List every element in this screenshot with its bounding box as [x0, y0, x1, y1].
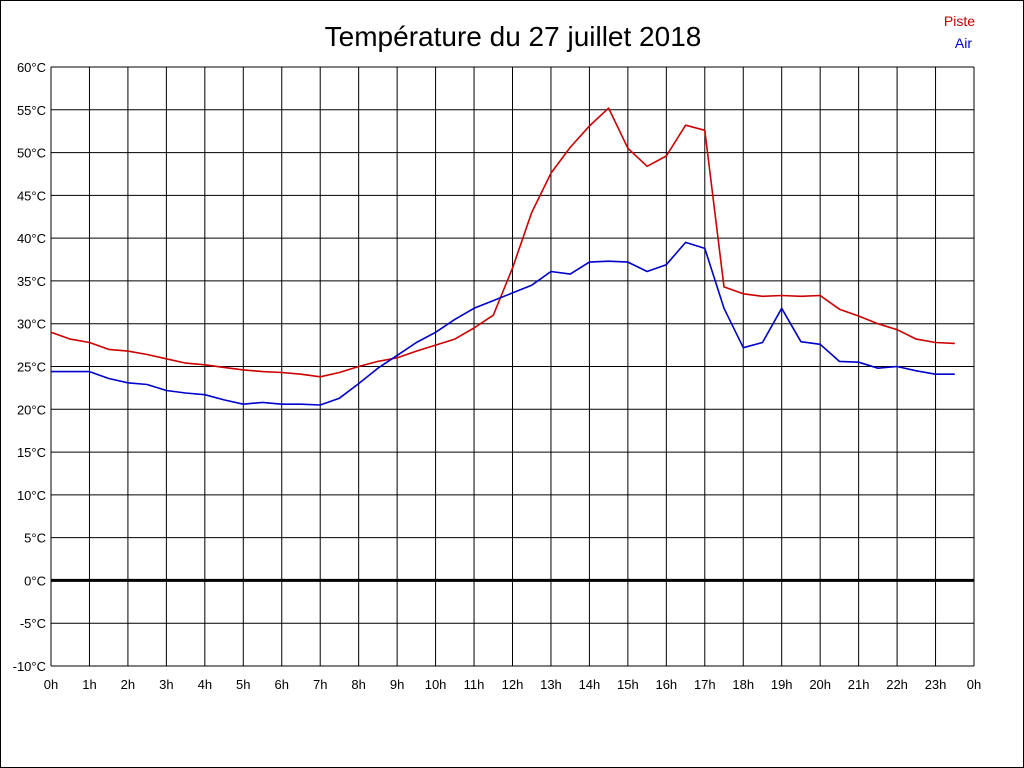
- x-tick-label: 0h: [967, 677, 981, 692]
- x-tick-label: 12h: [502, 677, 524, 692]
- x-tick-label: 16h: [655, 677, 677, 692]
- x-tick-label: 5h: [236, 677, 250, 692]
- legend-piste: Piste: [944, 13, 975, 29]
- x-tick-label: 18h: [732, 677, 754, 692]
- y-axis: 60°C 55°C 50°C 45°C 40°C 35°C 30°C 25°C 20°C 15°C…: [13, 60, 46, 674]
- y-tick-label: 30°C: [17, 317, 46, 332]
- x-tick-label: 3h: [159, 677, 173, 692]
- x-tick-label: 10h: [425, 677, 447, 692]
- y-tick-label: 25°C: [17, 360, 46, 375]
- grid: [50, 66, 975, 667]
- series-line-air: [51, 241, 955, 406]
- chart-title: Température du 27 juillet 2018: [325, 21, 702, 52]
- x-tick-label: 19h: [771, 677, 793, 692]
- y-tick-label: -10°C: [13, 659, 46, 674]
- x-tick-label: 22h: [886, 677, 908, 692]
- x-tick-label: 1h: [82, 677, 96, 692]
- series-lines: [50, 107, 955, 406]
- y-tick-label: 60°C: [17, 60, 46, 75]
- y-tick-label: -5°C: [20, 616, 46, 631]
- y-tick-label: 5°C: [24, 531, 46, 546]
- legend-air: Air: [955, 35, 972, 51]
- x-tick-label: 11h: [464, 677, 485, 692]
- x-tick-label: 0h: [44, 677, 58, 692]
- x-tick-label: 23h: [925, 677, 947, 692]
- x-tick-label: 9h: [390, 677, 404, 692]
- y-tick-label: 35°C: [17, 274, 46, 289]
- x-tick-label: 20h: [809, 677, 831, 692]
- y-tick-label: 50°C: [17, 146, 46, 161]
- x-tick-label: 13h: [540, 677, 562, 692]
- x-tick-label: 21h: [848, 677, 870, 692]
- x-tick-label: 2h: [121, 677, 135, 692]
- x-tick-label: 17h: [694, 677, 716, 692]
- y-tick-label: 45°C: [17, 188, 46, 203]
- y-tick-label: 40°C: [17, 231, 46, 246]
- x-tick-label: 7h: [313, 677, 327, 692]
- y-tick-label: 20°C: [17, 402, 46, 417]
- y-tick-label: 15°C: [17, 445, 46, 460]
- y-tick-label: 10°C: [17, 488, 46, 503]
- x-tick-label: 8h: [351, 677, 365, 692]
- y-tick-label: 55°C: [17, 103, 46, 118]
- x-tick-label: 15h: [617, 677, 639, 692]
- y-tick-label: 0°C: [24, 573, 46, 588]
- x-axis: 0h 1h 2h 3h 4h 5h 6h 7h 8h 9h 10h 11h 12h 13h 14h 15h 16…: [44, 677, 981, 692]
- x-tick-label: 4h: [198, 677, 212, 692]
- series-line-piste: [50, 107, 955, 378]
- x-tick-label: 6h: [275, 677, 289, 692]
- x-tick-label: 14h: [579, 677, 601, 692]
